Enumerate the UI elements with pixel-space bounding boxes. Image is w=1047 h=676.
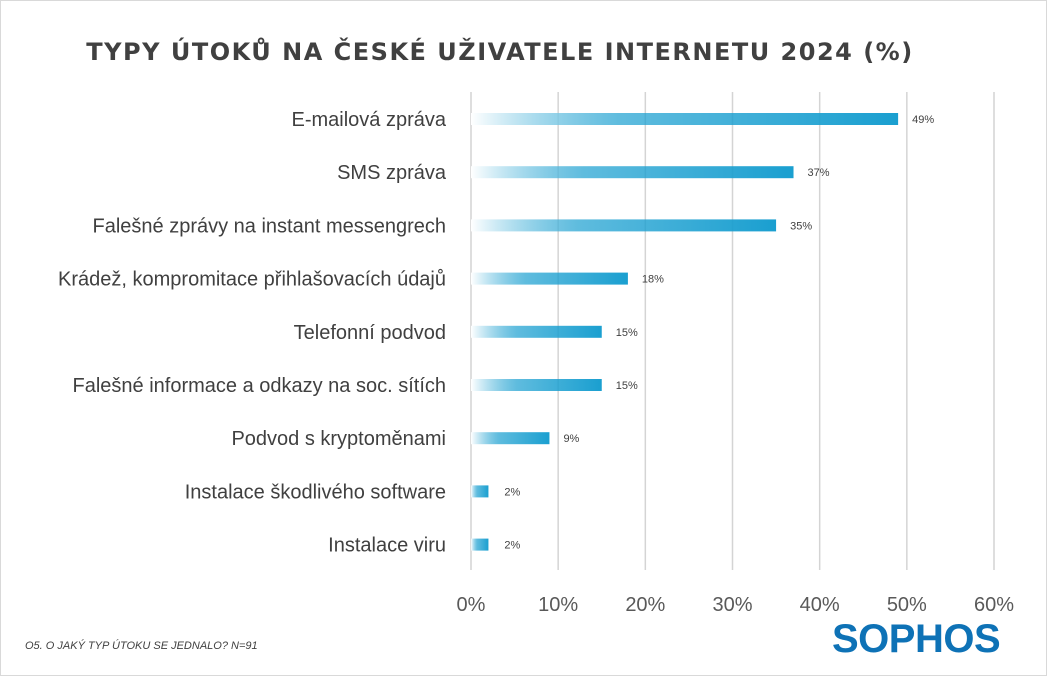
category-label: SMS zpráva	[337, 162, 447, 184]
category-label: Falešné informace a odkazy na soc. sítíc…	[72, 375, 446, 397]
category-label: Krádež, kompromitace přihlašovacích údaj…	[58, 269, 446, 291]
data-label: 49%	[912, 114, 934, 126]
x-tick-label: 40%	[800, 594, 840, 616]
data-label: 18%	[642, 274, 664, 286]
bar	[471, 325, 602, 338]
bar	[471, 485, 489, 498]
bar	[471, 272, 628, 285]
chart-title: TYPY ÚTOKŮ NA ČESKÉ UŽIVATELE INTERNETU …	[86, 38, 914, 66]
category-label: Podvod s kryptoměnami	[231, 428, 446, 450]
data-label: 37%	[808, 167, 830, 179]
x-tick-label: 50%	[887, 594, 927, 616]
bar	[471, 538, 489, 551]
data-label: 15%	[616, 380, 638, 392]
bar	[471, 432, 550, 445]
category-label: Telefonní podvod	[294, 322, 446, 344]
x-tick-label: 60%	[974, 594, 1014, 616]
bar	[471, 166, 794, 179]
x-tick-label: 30%	[712, 594, 752, 616]
data-label: 35%	[790, 220, 812, 232]
category-label: Instalace viru	[328, 535, 446, 557]
footnote: O5. O JAKÝ TYP ÚTOKU SE JEDNALO? N=91	[25, 640, 258, 652]
data-label: 15%	[616, 327, 638, 339]
category-label: Falešné zprávy na instant messengrech	[92, 215, 446, 237]
bar	[471, 219, 777, 232]
data-label: 2%	[504, 486, 520, 498]
x-tick-label: 10%	[538, 594, 578, 616]
bar	[471, 379, 602, 391]
data-label: 9%	[563, 433, 579, 445]
sophos-logo: SOPHOS	[832, 617, 1001, 661]
category-label: E-mailová zpráva	[291, 109, 446, 131]
category-label: Instalace škodlivého software	[185, 481, 446, 503]
x-tick-label: 20%	[625, 594, 665, 616]
x-tick-label: 0%	[457, 594, 486, 616]
bar	[471, 113, 899, 125]
data-label: 2%	[504, 540, 520, 552]
